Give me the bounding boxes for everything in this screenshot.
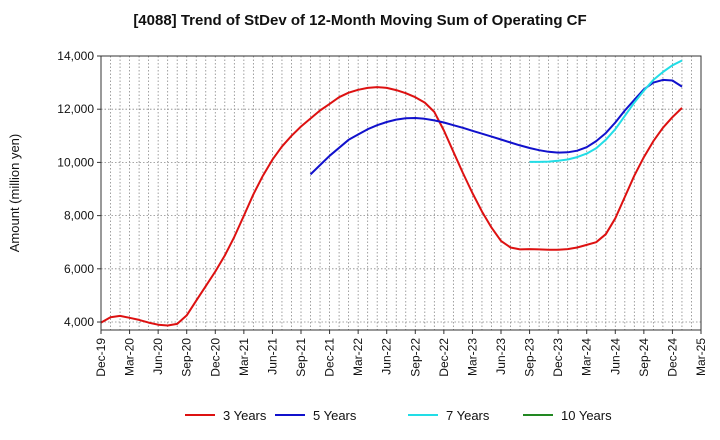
x-tick-label: Dec-24: [665, 338, 679, 377]
y-tick-label: 8,000: [64, 209, 94, 223]
x-tick-label: Sep-23: [523, 338, 537, 377]
x-tick-label: Jun-20: [151, 338, 165, 375]
x-tick-label: Mar-20: [123, 338, 137, 376]
x-tick-label: Dec-22: [437, 338, 451, 377]
x-tick-label: Sep-22: [408, 338, 422, 377]
x-tick-label: Mar-22: [351, 338, 365, 376]
x-tick-label: Sep-24: [637, 338, 651, 377]
plot-area: [101, 56, 701, 330]
y-tick-label: 14,000: [57, 49, 94, 63]
axes: 4,000 6,000 8,000 10,000 12,000 14,000 Dec-19 M…: [7, 49, 708, 377]
plot-background: [101, 56, 701, 330]
x-tick-label: Dec-19: [94, 338, 108, 377]
x-tick-label: Dec-23: [551, 338, 565, 377]
x-tick-label: Dec-21: [323, 338, 337, 377]
y-tick-label: 10,000: [57, 155, 94, 169]
x-tick-label: Mar-24: [580, 338, 594, 376]
legend: 3 Years 5 Years 7 Years 10 Years: [185, 408, 612, 423]
y-tick-label: 6,000: [64, 262, 94, 276]
y-tick-label: 12,000: [57, 102, 94, 116]
x-tick-label: Mar-21: [237, 338, 251, 376]
x-tick-label: Jun-23: [494, 338, 508, 375]
y-axis-label: Amount (million yen): [7, 134, 22, 253]
series-line: [309, 78, 683, 176]
chart-title: [4088] Trend of StDev of 12-Month Moving…: [133, 12, 587, 29]
x-tick-label: Sep-21: [294, 338, 308, 377]
series-line: [100, 86, 683, 327]
plot-border: [100, 55, 702, 331]
x-tick-label: Jun-22: [380, 338, 394, 375]
x-tick-label: Mar-23: [465, 338, 479, 376]
x-tick-label: Dec-20: [208, 338, 222, 377]
series-line: [529, 59, 683, 163]
legend-label: 3 Years: [223, 408, 267, 423]
legend-label: 10 Years: [561, 408, 612, 423]
x-tick-label: Sep-20: [180, 338, 194, 377]
legend-label: 7 Years: [446, 408, 490, 423]
x-tick-label: Jun-24: [608, 338, 622, 375]
x-tick-label: Mar-25: [694, 338, 708, 376]
series-lines: [100, 59, 683, 327]
x-tick-label: Jun-21: [265, 338, 279, 375]
y-tick-label: 4,000: [64, 315, 94, 329]
legend-label: 5 Years: [313, 408, 357, 423]
